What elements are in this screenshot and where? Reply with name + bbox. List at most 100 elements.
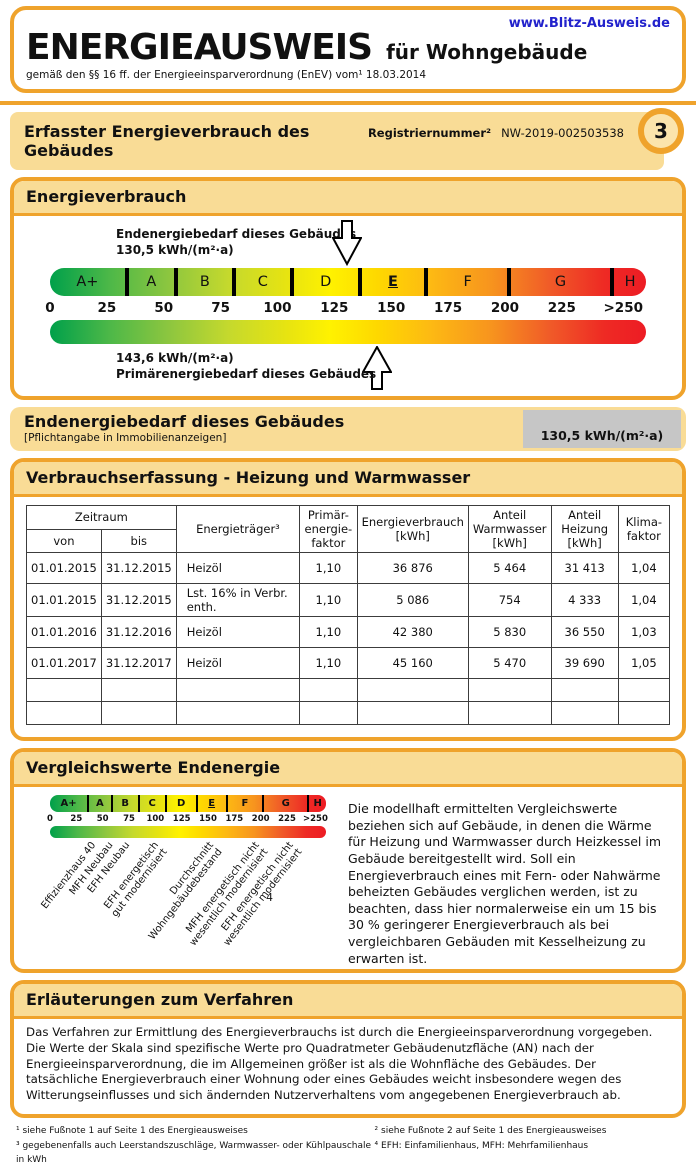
table-cell-empty — [26, 701, 102, 725]
col-header-verbrauch: Energieverbrauch [kWh] — [356, 505, 469, 553]
scale-class-C: C — [137, 795, 165, 812]
table-cell: 31.12.2016 — [100, 616, 177, 648]
scale-class-label: F — [241, 798, 249, 809]
scale-class-D: D — [289, 268, 358, 296]
orange-divider — [0, 101, 696, 105]
document-title: ENERGIEAUSWEIS — [26, 27, 373, 68]
comparison-class-bar: A+ A B C D E F G H — [50, 795, 326, 812]
scale-class-label: A — [146, 274, 157, 290]
consumption-table: Zeitraum Energieträger³ Primär- energie-… — [26, 505, 671, 725]
scale-class-label: A+ — [76, 274, 99, 290]
table-cell: 1,10 — [299, 616, 358, 648]
band-title: Erfasster Energieverbrauch des Gebäudes — [24, 122, 310, 160]
explanation-title: Erläuterungen zum Verfahren — [14, 984, 682, 1020]
table-cell-empty — [299, 678, 358, 702]
end-energy-value: 130,5 kWh/(m²·a) — [523, 410, 681, 448]
scale-class-label: G — [554, 274, 567, 290]
col-header-bis: bis — [100, 528, 177, 553]
end-energy-subtitle: [Pflichtangabe in Immobilienanzeigen] — [24, 432, 227, 444]
table-cell: Heizöl — [175, 647, 301, 679]
scale-class-H: H — [610, 268, 646, 296]
axis-tick: 100 — [146, 814, 165, 824]
energy-axis: 0 25 50 75 100 125 150 175 200 225 >250 — [45, 296, 646, 319]
col-header-anteil-warmwasser: Anteil Warmwasser [kWh] — [467, 505, 552, 553]
energy-gradient-bar — [50, 320, 646, 344]
table-cell: 1,10 — [299, 552, 358, 584]
consumption-table-section: Verbrauchserfassung - Heizung und Warmwa… — [10, 458, 686, 741]
scale-class-label: E — [388, 274, 398, 290]
scale-class-F: F — [424, 268, 507, 296]
comparison-section-title: Vergleichswerte Endenergie — [14, 752, 682, 787]
footnote-3: ³ gegebenenfalls auch Leerstandszuschläg… — [16, 1140, 372, 1166]
registration-number: NW-2019-002503538 — [501, 126, 624, 140]
table-cell-empty — [356, 678, 469, 702]
table-row-empty — [26, 678, 671, 702]
page-number-badge: 3 — [638, 108, 684, 154]
scale-class-A: A — [87, 795, 111, 812]
col-header-klimafaktor: Klima- faktor — [617, 505, 671, 553]
table-cell: 01.01.2017 — [26, 647, 102, 679]
comparison-gradient-bar — [50, 826, 326, 838]
explanation-section: Erläuterungen zum Verfahren Das Verfahre… — [10, 980, 686, 1118]
end-energy-band: Endenergiebedarf dieses Gebäudes [Pflich… — [10, 407, 686, 451]
table-cell: 01.01.2016 — [26, 616, 102, 648]
scale-class-label: H — [624, 274, 636, 290]
table-cell: 31.12.2015 — [100, 552, 177, 584]
axis-tick: 175 — [225, 814, 244, 824]
table-row: 01.01.2017 31.12.2017 Heizöl 1,10 45 160 5 47… — [26, 647, 671, 679]
table-cell: 1,04 — [617, 552, 671, 584]
comparison-text: Die modellhaft ermittelten Vergleichswer… — [348, 801, 662, 966]
table-row-empty — [26, 701, 671, 725]
comparison-axis: 0 25 50 75 100 125 150 175 200 225 >250 — [47, 812, 328, 826]
axis-tick: 0 — [45, 300, 55, 316]
scale-class-D: D — [164, 795, 196, 812]
table-cell: 31.12.2017 — [100, 647, 177, 679]
scale-class-label: H — [313, 798, 322, 809]
comparison-footnote-marker: 4 — [266, 891, 273, 904]
axis-tick: 125 — [172, 814, 191, 824]
axis-tick: 200 — [251, 814, 270, 824]
table-cell: 36 876 — [356, 552, 469, 584]
axis-tick: 50 — [96, 814, 109, 824]
scale-class-label: B — [121, 798, 130, 809]
table-cell: 5 464 — [467, 552, 552, 584]
table-cell-empty — [175, 678, 301, 702]
scale-class-label: D — [320, 274, 332, 290]
scale-class-A+: A+ — [50, 268, 125, 296]
regulation-line: gemäß den §§ 16 ff. der Energieeinsparve… — [26, 69, 427, 81]
scale-class-label: G — [281, 798, 290, 809]
table-cell: 754 — [467, 583, 552, 617]
axis-tick: 25 — [97, 300, 117, 316]
col-header-zeitraum: Zeitraum — [26, 505, 177, 530]
axis-tick: 150 — [377, 300, 406, 316]
axis-tick: 100 — [263, 300, 292, 316]
col-header-von: von — [26, 528, 102, 553]
table-cell: 1,04 — [617, 583, 671, 617]
scale-class-A+: A+ — [50, 795, 87, 812]
footnote-4: ⁴ EFH: Einfamilienhaus, MFH: Mehrfamilie… — [374, 1140, 589, 1151]
website-link[interactable]: www.Blitz-Ausweis.de — [508, 16, 670, 31]
table-cell: 45 160 — [356, 647, 469, 679]
table-cell: 5 830 — [467, 616, 552, 648]
table-cell-empty — [100, 678, 177, 702]
scale-class-A: A — [124, 268, 174, 296]
energy-class-bar: A+ A B C D E F G H — [50, 268, 646, 296]
registration-label: Registriernummer² — [367, 126, 492, 140]
table-cell: 1,03 — [617, 616, 671, 648]
table-cell: Lst. 16% in Verbr. enth. — [175, 583, 301, 617]
table-cell: 5 086 — [356, 583, 469, 617]
document-header: www.Blitz-Ausweis.de ENERGIEAUSWEIS für … — [10, 6, 686, 93]
end-energy-marker-arrow — [331, 220, 362, 266]
axis-tick: 25 — [70, 814, 83, 824]
scale-class-label: E — [208, 798, 216, 809]
axis-tick: >250 — [603, 300, 644, 316]
table-cell: 31.12.2015 — [100, 583, 177, 617]
scale-class-E: E — [195, 795, 226, 812]
end-energy-annotation: Endenergiebedarf dieses Gebäudes 130,5 k… — [116, 227, 357, 258]
scale-class-label: A+ — [60, 798, 77, 809]
energy-consumption-section: Energieverbrauch Endenergiebedarf dieses… — [10, 177, 686, 400]
table-row: 01.01.2015 31.12.2015 Heizöl 1,10 36 876 5 46… — [26, 552, 671, 584]
table-cell-empty — [617, 701, 671, 725]
axis-tick: 225 — [278, 814, 296, 824]
table-cell: 4 333 — [550, 583, 619, 617]
